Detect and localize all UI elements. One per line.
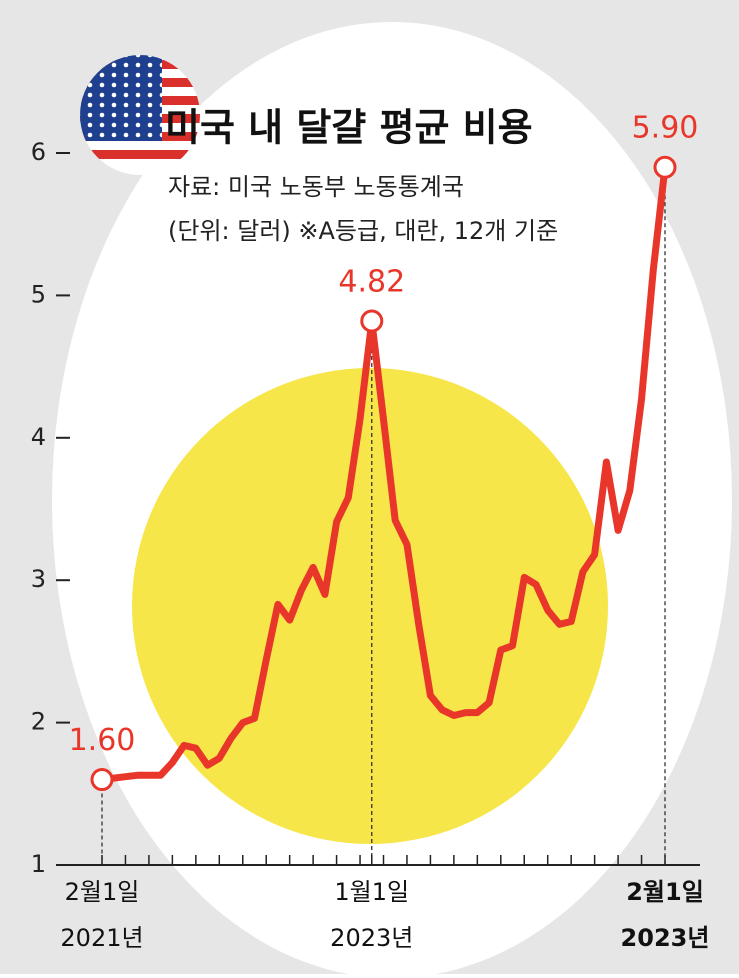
line xyxy=(98,163,669,784)
y-tick-label: 5 xyxy=(31,280,46,308)
data-label: 1.60 xyxy=(69,723,136,758)
y-tick-label: 4 xyxy=(31,423,46,451)
decor-circle xyxy=(132,368,608,844)
x-tick-label: 1월1일 xyxy=(334,878,409,906)
point-marker xyxy=(90,768,114,792)
x-tick-label: 2021년 xyxy=(60,924,143,952)
y-tick-label: 1 xyxy=(31,850,46,878)
data-label: 4.82 xyxy=(338,265,405,300)
y-tick-label: 6 xyxy=(31,138,46,166)
point-marker xyxy=(653,155,677,179)
y-tick-label: 3 xyxy=(31,565,46,593)
subtitle: 자료: 미국 노동부 노동통계국 xyxy=(168,173,464,201)
point-marker xyxy=(360,309,384,333)
subtitle: (단위: 달러) ※A등급, 대란, 12개 기준 xyxy=(168,217,558,245)
x-tick-label: 2월1일 xyxy=(626,878,704,906)
x-tick-label: 2023년 xyxy=(621,924,710,952)
x-tick-label: 2월1일 xyxy=(65,878,140,906)
chart-title: 미국 내 달걀 평균 비용 xyxy=(165,106,533,150)
x-tick-label: 2023년 xyxy=(330,924,413,952)
data-label: 5.90 xyxy=(632,111,699,146)
y-tick-label: 2 xyxy=(31,708,46,736)
